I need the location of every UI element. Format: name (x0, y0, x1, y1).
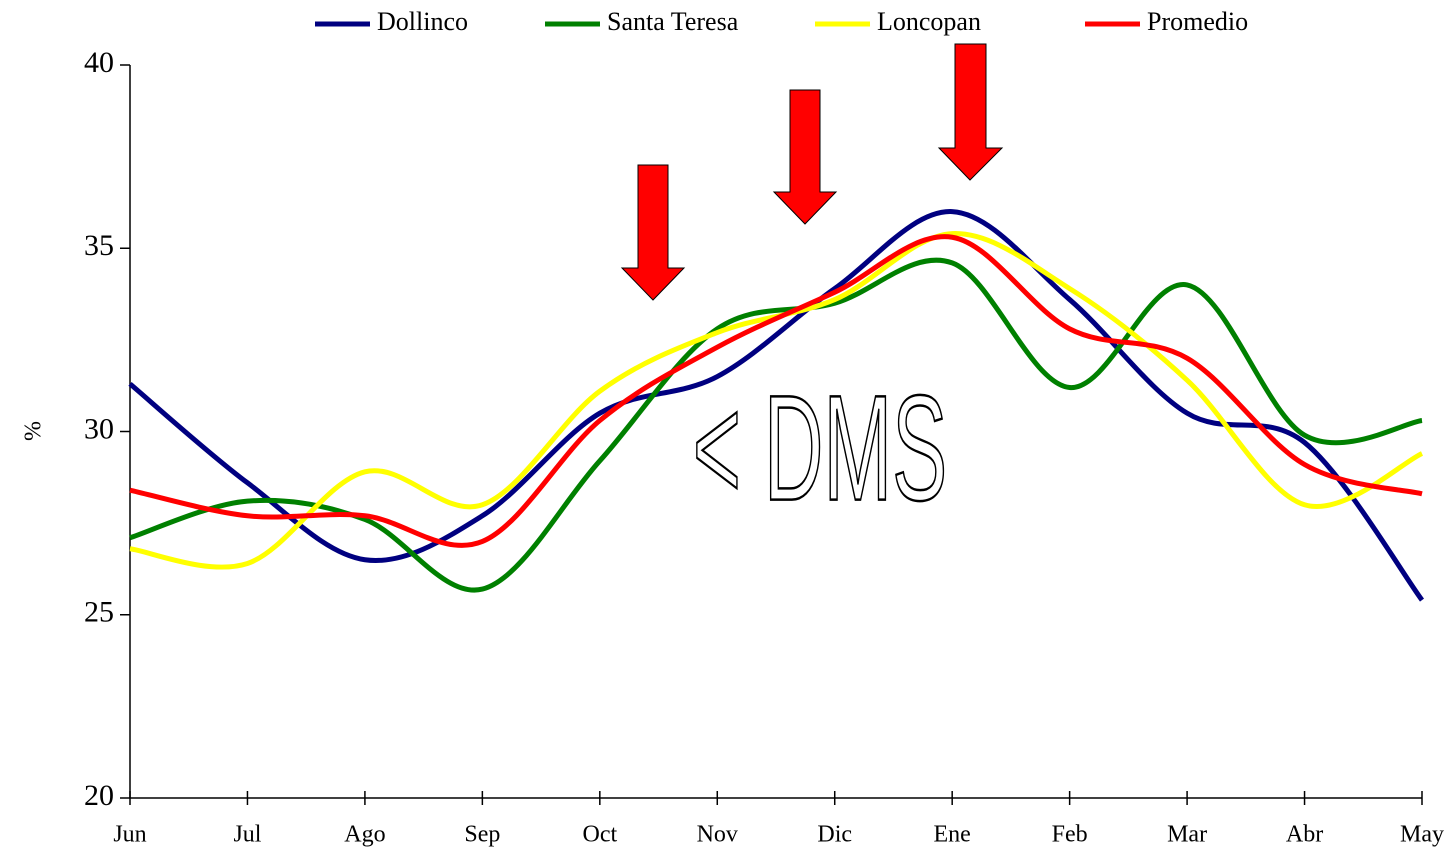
legend-label: Loncopan (877, 7, 981, 36)
x-tick-label: Mar (1167, 822, 1207, 848)
x-tick-label: Jun (113, 822, 146, 848)
legend-label: Santa Teresa (607, 7, 739, 36)
legend-label: Dollinco (377, 7, 468, 36)
y-axis-label: % (21, 421, 47, 441)
x-tick-label: Oct (582, 822, 617, 848)
x-tick-label: Dic (817, 822, 852, 848)
series-line (128, 209, 1425, 602)
x-tick-label: Nov (697, 822, 738, 848)
x-tick-label: Ago (344, 822, 385, 848)
x-tick-label: Feb (1052, 822, 1088, 848)
x-tick-label: May (1400, 822, 1444, 848)
x-tick-label: Ene (934, 822, 971, 848)
y-tick-label: 40 (84, 46, 114, 79)
arrows (620, 43, 1004, 301)
y-tick-label: 20 (84, 779, 114, 812)
y-tick-label: 35 (84, 229, 114, 262)
series-line (129, 234, 1423, 548)
legend-label: Promedio (1147, 7, 1248, 36)
arrow (772, 89, 838, 225)
x-tick-label: Jul (233, 822, 261, 848)
annotation: < DMS (693, 363, 947, 532)
x-tick-label: Abr (1286, 822, 1323, 848)
x-tick-label: Sep (464, 822, 500, 848)
y-tick-label: 30 (84, 412, 114, 445)
series-line (129, 231, 1424, 570)
arrow (620, 164, 686, 301)
y-tick-label: 25 (84, 596, 114, 629)
arrow (937, 43, 1004, 181)
